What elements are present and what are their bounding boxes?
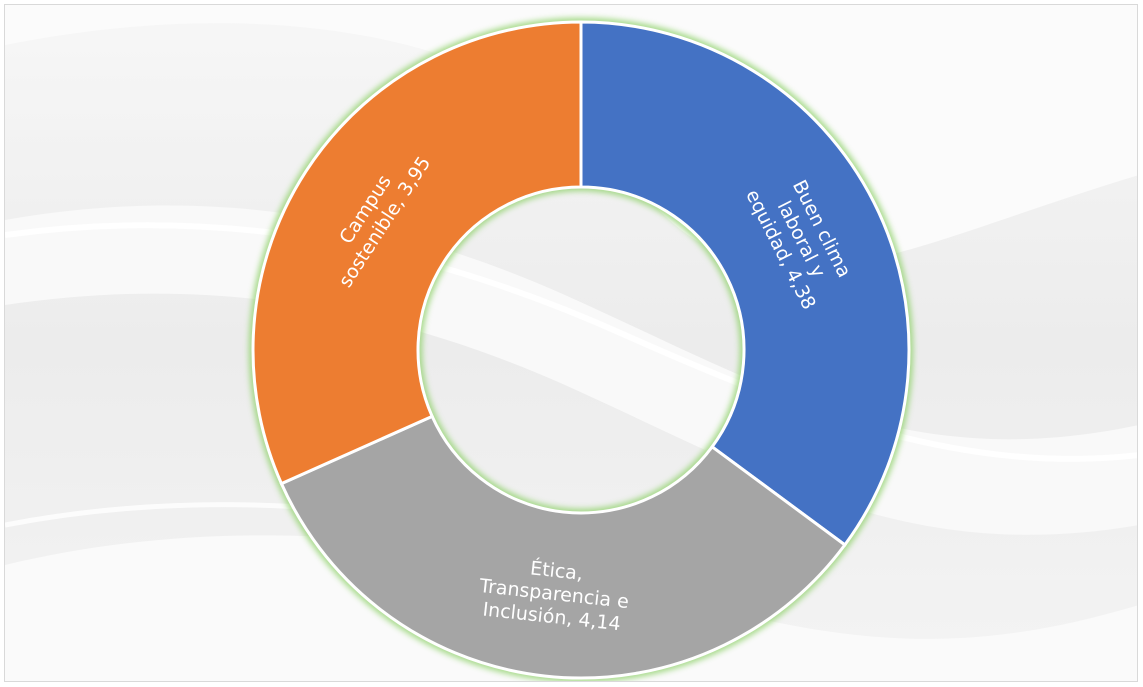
chart-frame: Buen clima laboral y equidad, 4,38 Ética, Tr… [4, 4, 1138, 682]
